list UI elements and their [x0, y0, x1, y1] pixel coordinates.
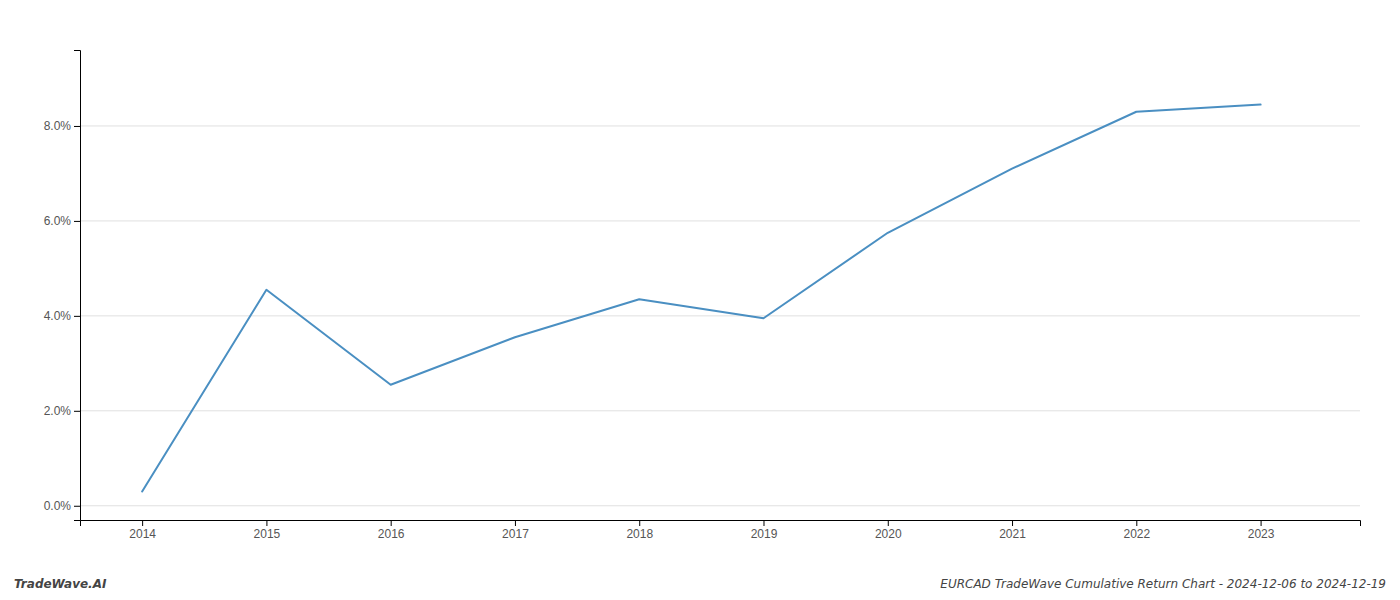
x-tick-mark	[888, 520, 889, 526]
marks	[142, 105, 1260, 492]
y-tick: 6.0%	[44, 214, 80, 228]
x-tick-label: 2014	[129, 527, 156, 541]
x-tick: 2017	[502, 520, 529, 541]
x-tick: 2015	[254, 520, 281, 541]
x-tick-label: 2023	[1248, 527, 1275, 541]
x-tick-label: 2015	[254, 527, 281, 541]
x-tick: 2016	[378, 520, 405, 541]
y-tick: 8.0%	[44, 119, 80, 133]
y-tick-label: 6.0%	[44, 214, 72, 228]
footer-left: TradeWave.AI	[14, 577, 107, 591]
y-axis: 0.0% 2.0% 4.0% 6.0% 8.0%	[44, 51, 81, 521]
x-tick: 2019	[751, 520, 778, 541]
y-tick: 0.0%	[44, 499, 80, 513]
x-tick: 2018	[626, 520, 653, 541]
y-tick-label: 0.0%	[44, 499, 72, 513]
grid-line	[80, 315, 1360, 316]
x-tick-mark	[1261, 520, 1262, 526]
plot: 2014 2015 2016 2017 2018 2019 2020 2021 2022 2023…	[44, 51, 1361, 541]
grid	[80, 126, 1360, 506]
grid-line	[80, 125, 1360, 126]
chart: 2014 2015 2016 2017 2018 2019 2020 2021 2022 2023…	[0, 0, 1400, 600]
x-tick-mark	[515, 520, 516, 526]
y-tick-mark	[74, 411, 80, 412]
grid-line	[80, 410, 1360, 411]
y-tick-label: 2.0%	[44, 404, 72, 418]
y-tick-mark	[74, 126, 80, 127]
x-axis-line	[81, 521, 1361, 527]
y-tick-mark	[74, 506, 80, 507]
x-tick: 2021	[999, 520, 1026, 541]
x-tick-label: 2020	[875, 527, 902, 541]
x-axis: 2014 2015 2016 2017 2018 2019 2020 2021 2022 2023	[81, 520, 1361, 541]
x-tick-mark	[266, 520, 267, 526]
y-tick-label: 8.0%	[44, 119, 72, 133]
grid-line	[80, 505, 1360, 506]
x-tick: 2023	[1248, 520, 1275, 541]
x-tick-label: 2022	[1123, 527, 1150, 541]
y-tick-mark	[74, 221, 80, 222]
x-tick-label: 2017	[502, 527, 529, 541]
y-tick-mark	[74, 316, 80, 317]
y-tick-label: 4.0%	[44, 309, 72, 323]
x-tick-mark	[639, 520, 640, 526]
x-tick: 2020	[875, 520, 902, 541]
y-tick: 2.0%	[44, 404, 80, 418]
y-tick: 4.0%	[44, 309, 80, 323]
footer-right: EURCAD TradeWave Cumulative Return Chart…	[940, 577, 1386, 591]
x-tick-mark	[391, 520, 392, 526]
x-tick-mark	[763, 520, 764, 526]
line	[142, 105, 1260, 492]
x-tick-label: 2018	[626, 527, 653, 541]
x-tick-label: 2021	[999, 527, 1026, 541]
x-tick-label: 2019	[751, 527, 778, 541]
grid-line	[80, 220, 1360, 221]
y-axis-line	[74, 51, 81, 521]
x-tick-mark	[142, 520, 143, 526]
x-tick: 2014	[129, 520, 156, 541]
x-tick-mark	[1136, 520, 1137, 526]
x-tick-mark	[1012, 520, 1013, 526]
x-tick: 2022	[1123, 520, 1150, 541]
x-tick-label: 2016	[378, 527, 405, 541]
